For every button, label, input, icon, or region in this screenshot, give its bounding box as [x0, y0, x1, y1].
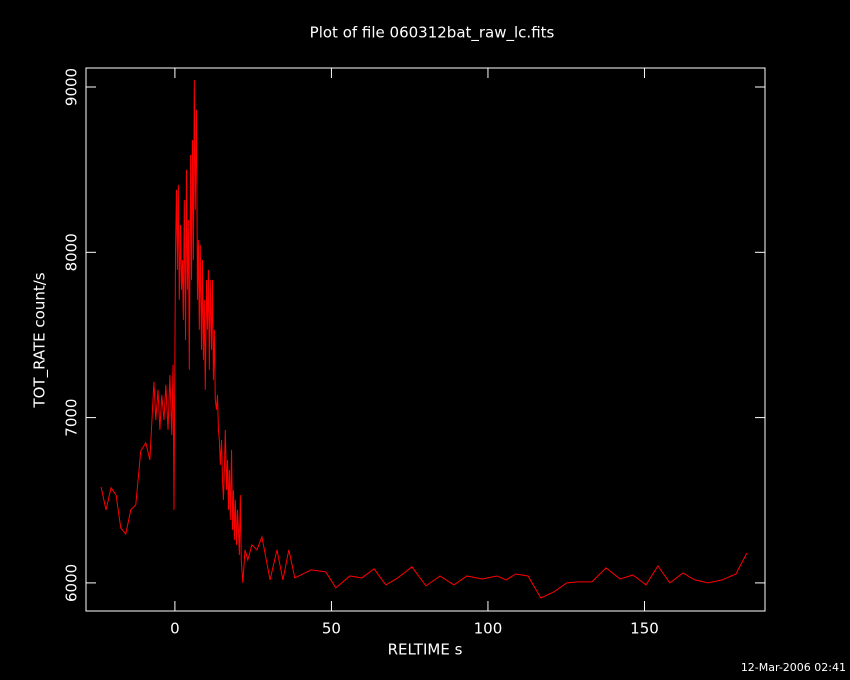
y-axis-label: TOT_RATE count/s [31, 272, 50, 408]
plot-frame [85, 67, 766, 612]
y-tick-label: 6000 [63, 564, 81, 602]
x-tick-label: 0 [170, 620, 180, 638]
x-axis-label: RELTIME s [388, 641, 463, 659]
chart-title: Plot of file 060312bat_raw_lc.fits [310, 24, 555, 43]
x-tick-label: 150 [630, 620, 659, 638]
x-tick-label: 50 [322, 620, 341, 638]
light-curve [100, 79, 748, 599]
y-tick-label: 7000 [63, 399, 81, 437]
y-tick-label: 8000 [63, 233, 81, 271]
y-tick-label: 9000 [63, 68, 81, 106]
timestamp: 12-Mar-2006 02:41 [741, 661, 846, 674]
x-tick-label: 100 [474, 620, 503, 638]
